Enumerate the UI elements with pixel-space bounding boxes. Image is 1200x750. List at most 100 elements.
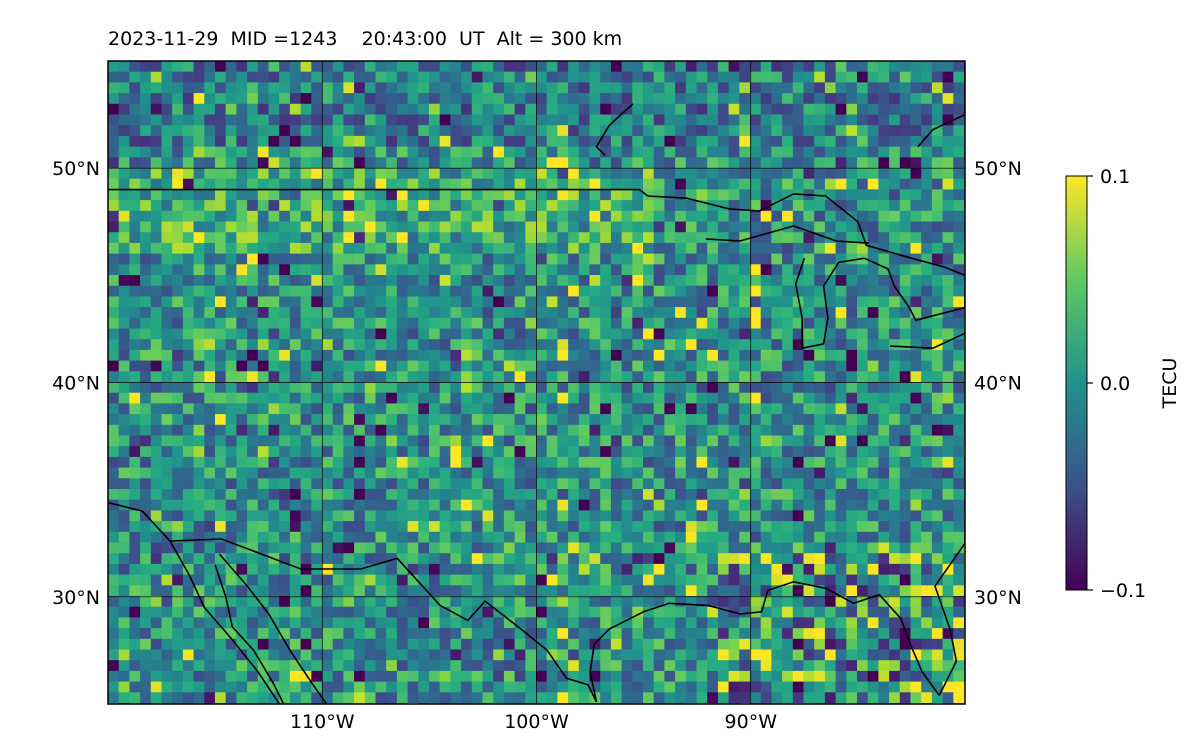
heatmap-cell (172, 467, 184, 479)
heatmap-cell (514, 553, 526, 565)
heatmap-cell (600, 135, 612, 148)
heatmap-cell (803, 253, 815, 265)
heatmap-cell (867, 135, 879, 148)
heatmap-cell (418, 585, 430, 597)
heatmap-cell (803, 82, 815, 94)
heatmap-cell (600, 499, 612, 511)
heatmap-cell (418, 264, 430, 276)
heatmap-cell (536, 360, 548, 372)
heatmap-cell (568, 71, 580, 83)
heatmap-cell (461, 606, 473, 618)
heatmap-cell (578, 574, 591, 586)
heatmap-cell (429, 168, 441, 180)
heatmap-cell (215, 553, 227, 565)
heatmap-cell (835, 424, 847, 437)
heatmap-cell (557, 446, 569, 458)
heatmap-cell (247, 242, 259, 255)
heatmap-cell (921, 242, 933, 255)
heatmap-cell (407, 285, 419, 297)
heatmap-cell (118, 328, 130, 340)
heatmap-cell (407, 157, 419, 169)
heatmap-cell (418, 317, 430, 330)
heatmap-cell (268, 681, 280, 693)
heatmap-cell (396, 93, 409, 105)
heatmap-cell (824, 649, 837, 661)
heatmap-cell (311, 670, 323, 683)
heatmap-cell (514, 563, 526, 576)
heatmap-cell (407, 638, 419, 651)
heatmap-cell (182, 403, 195, 415)
heatmap-cell (289, 135, 302, 148)
colorbar-label: TECU (1159, 358, 1181, 410)
heatmap-cell (728, 670, 740, 683)
heatmap-cell (589, 499, 601, 511)
heatmap-cell (578, 264, 591, 276)
heatmap-cell (279, 189, 291, 201)
heatmap-cell (760, 61, 772, 73)
heatmap-cell (782, 478, 794, 490)
heatmap-cell (621, 157, 633, 169)
heatmap-cell (739, 424, 751, 437)
heatmap-cell (354, 349, 366, 362)
heatmap-cell (300, 628, 312, 640)
heatmap-cell (568, 339, 580, 351)
heatmap-cell (760, 467, 772, 479)
heatmap-cell (696, 649, 708, 661)
heatmap-cell (921, 82, 933, 94)
heatmap-cell (707, 446, 719, 458)
heatmap-cell (429, 585, 441, 597)
heatmap-cell (707, 606, 719, 618)
heatmap-cell (150, 61, 163, 73)
heatmap-cell (204, 392, 216, 404)
heatmap-cell (942, 157, 954, 169)
heatmap-cell (846, 200, 858, 212)
heatmap-cell (846, 521, 858, 533)
heatmap-cell (503, 371, 516, 383)
heatmap-cell (867, 499, 879, 511)
heatmap-cell (878, 510, 890, 522)
heatmap-cell (343, 146, 355, 158)
heatmap-cell (364, 307, 377, 319)
heatmap-cell (921, 542, 933, 554)
heatmap-cell (461, 135, 473, 148)
heatmap-cell (846, 489, 858, 501)
heatmap-cell (375, 146, 387, 158)
heatmap-cell (685, 563, 698, 576)
heatmap-cell (803, 585, 815, 597)
heatmap-cell (675, 542, 687, 554)
heatmap-cell (182, 339, 195, 351)
heatmap-cell (942, 531, 954, 544)
heatmap-cell (717, 275, 730, 287)
heatmap-cell (728, 146, 740, 158)
heatmap-cell (750, 296, 762, 308)
heatmap-cell (503, 71, 516, 83)
heatmap-cell (771, 242, 783, 255)
heatmap-cell (236, 681, 248, 693)
heatmap-cell (236, 93, 248, 105)
heatmap-cell (664, 221, 676, 233)
heatmap-cell (172, 424, 184, 437)
heatmap-cell (439, 146, 451, 158)
heatmap-cell (675, 596, 687, 608)
heatmap-cell (782, 510, 794, 522)
heatmap-cell (236, 232, 248, 244)
heatmap-cell (653, 681, 665, 693)
heatmap-cell (311, 435, 323, 447)
heatmap-cell (803, 456, 815, 469)
heatmap-cell (108, 114, 120, 126)
heatmap-cell (557, 232, 569, 244)
heatmap-cell (450, 521, 462, 533)
heatmap-cell (835, 157, 847, 169)
heatmap-cell (225, 563, 237, 576)
heatmap-cell (215, 628, 227, 640)
heatmap-cell (771, 307, 783, 319)
heatmap-cell (354, 617, 366, 629)
heatmap-cell (439, 264, 451, 276)
heatmap-cell (311, 253, 323, 265)
heatmap-cell (311, 275, 323, 287)
lat-tick-label-right: 30°N (974, 587, 1022, 609)
heatmap-cell (664, 296, 676, 308)
heatmap-cell (364, 285, 377, 297)
heatmap-cell (182, 521, 195, 533)
heatmap-cell (140, 178, 152, 190)
